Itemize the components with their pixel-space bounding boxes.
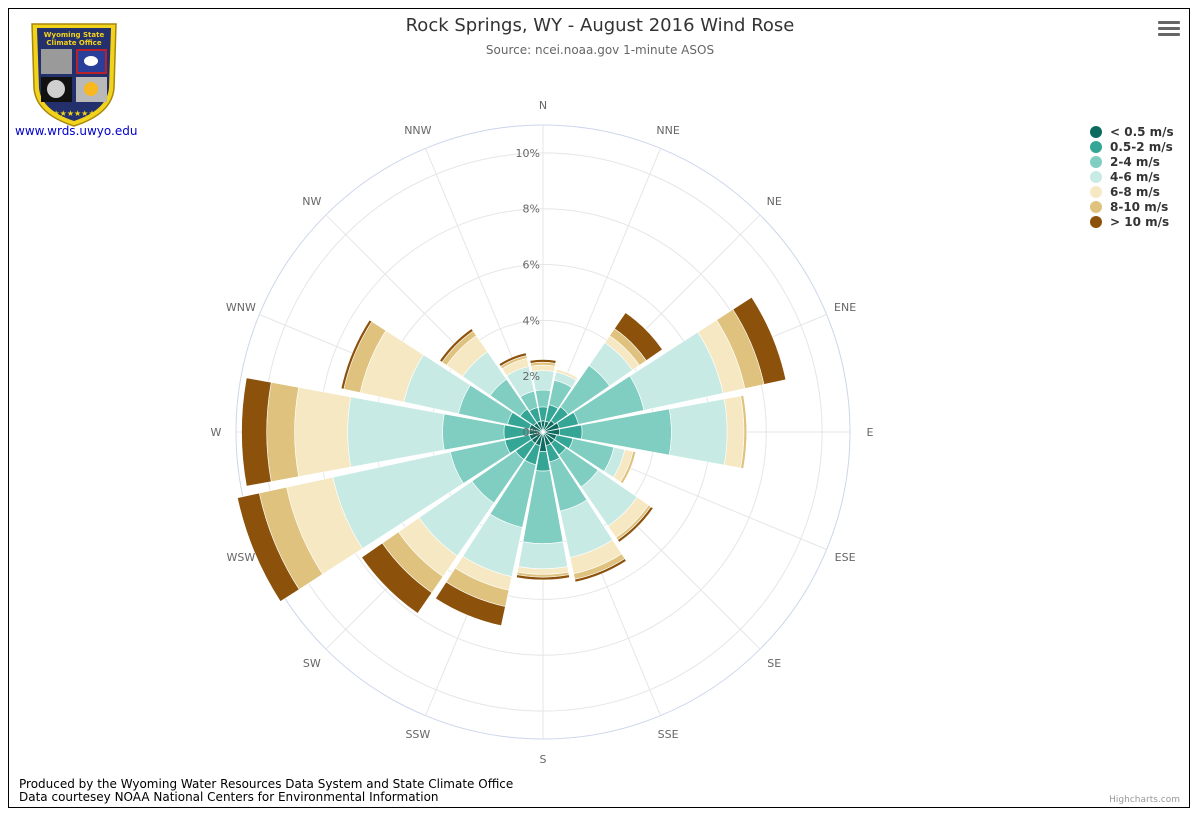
- bar-NW[interactable]: [439, 328, 474, 363]
- svg-text:Wyoming State: Wyoming State: [44, 31, 105, 39]
- legend-item[interactable]: 0.5-2 m/s: [1088, 139, 1174, 154]
- direction-label-W: W: [211, 426, 222, 439]
- legend-item[interactable]: < 0.5 m/s: [1088, 124, 1174, 139]
- direction-label-E: E: [867, 426, 874, 439]
- bar-E[interactable]: [668, 398, 728, 466]
- legend-swatch: [1090, 215, 1102, 228]
- bar-NNW[interactable]: [498, 352, 527, 367]
- legend-swatch: [1090, 140, 1102, 153]
- bar-E[interactable]: [723, 395, 745, 469]
- legend-swatch: [1090, 200, 1102, 213]
- bar-W[interactable]: [266, 382, 299, 482]
- legend-item[interactable]: 4-6 m/s: [1088, 169, 1174, 184]
- legend-label: 6-8 m/s: [1110, 184, 1160, 199]
- bar-NE[interactable]: [613, 312, 663, 362]
- svg-text:★★★★★★: ★★★★★★: [52, 109, 95, 118]
- bar-WNW[interactable]: [340, 319, 373, 390]
- chart-subtitle: Source: ncei.noaa.gov 1-minute ASOS: [485, 43, 715, 57]
- direction-label-NNW: NNW: [404, 124, 431, 137]
- polar-labels: 0% 2% 4% 6% 8% 10% N NNE NE ENE E ESE SE SSE S SSW SW WSW…: [211, 99, 874, 766]
- direction-label-NE: NE: [767, 195, 782, 208]
- chart-legend: < 0.5 m/s 0.5-2 m/s 2-4 m/s 4-6 m/s 6-8 m/s 8…: [1088, 124, 1174, 229]
- bar-E[interactable]: [740, 395, 747, 469]
- radial-tick-label: 2%: [523, 370, 540, 383]
- bar-SSW[interactable]: [435, 581, 506, 627]
- credits: Produced by the Wyoming Water Resources …: [19, 778, 513, 804]
- credits-line-1: Produced by the Wyoming Water Resources …: [19, 777, 514, 791]
- bar-ESE[interactable]: [619, 451, 637, 484]
- direction-label-N: N: [539, 99, 547, 112]
- legend-label: 0.5-2 m/s: [1110, 139, 1173, 154]
- bar-SW[interactable]: [361, 542, 433, 614]
- chart-title: Rock Springs, WY - August 2016 Wind Rose: [405, 15, 795, 36]
- legend-label: 8-10 m/s: [1110, 199, 1169, 214]
- bar-NNE[interactable]: [555, 368, 579, 381]
- legend-swatch: [1090, 125, 1102, 138]
- bar-W[interactable]: [241, 377, 272, 487]
- credits-line-2: Data courtesey NOAA National Centers for…: [19, 790, 439, 804]
- hamburger-icon[interactable]: [1158, 21, 1180, 39]
- site-link[interactable]: www.wrds.uwyo.edu: [15, 124, 138, 138]
- direction-label-NNE: NNE: [656, 124, 679, 137]
- bar-SE[interactable]: [617, 506, 654, 543]
- radial-tick-label: 0%: [523, 426, 540, 439]
- direction-label-ENE: ENE: [834, 301, 856, 314]
- radial-tick-label: 4%: [523, 314, 540, 327]
- radial-tick-label: 6%: [523, 259, 540, 272]
- radial-tick-label: 10%: [516, 147, 540, 160]
- svg-text:Climate Office: Climate Office: [46, 39, 101, 47]
- direction-label-NW: NW: [302, 195, 321, 208]
- bar-N[interactable]: [535, 389, 551, 408]
- direction-label-WSW: WSW: [227, 551, 256, 564]
- direction-label-SSW: SSW: [405, 728, 430, 741]
- bar-W[interactable]: [294, 387, 352, 477]
- legend-item[interactable]: 6-8 m/s: [1088, 184, 1174, 199]
- direction-label-SW: SW: [303, 657, 321, 670]
- bar-S[interactable]: [516, 574, 570, 581]
- wind-rose-bars: [237, 296, 787, 627]
- highcharts-credit[interactable]: Highcharts.com: [1109, 795, 1180, 805]
- legend-label: > 10 m/s: [1110, 214, 1170, 229]
- legend-item[interactable]: > 10 m/s: [1088, 214, 1174, 229]
- climate-office-logo: Wyoming State Climate Office ★★★★★★: [31, 23, 117, 127]
- bar-SSE[interactable]: [574, 558, 627, 583]
- direction-label-SE: SE: [767, 657, 781, 670]
- legend-swatch: [1090, 170, 1102, 183]
- legend-swatch: [1090, 155, 1102, 168]
- bar-ENE[interactable]: [732, 296, 787, 385]
- direction-label-ESE: ESE: [835, 551, 856, 564]
- legend-label: 2-4 m/s: [1110, 154, 1160, 169]
- legend-swatch: [1090, 185, 1102, 198]
- radial-tick-label: 8%: [523, 203, 540, 216]
- legend-item[interactable]: 8-10 m/s: [1088, 199, 1174, 214]
- direction-label-S: S: [540, 753, 547, 766]
- bar-S[interactable]: [518, 541, 568, 570]
- direction-label-SSE: SSE: [658, 728, 679, 741]
- bar-WSW[interactable]: [237, 492, 300, 602]
- legend-label: < 0.5 m/s: [1110, 124, 1174, 139]
- bar-N[interactable]: [529, 359, 557, 364]
- direction-label-WNW: WNW: [226, 301, 256, 314]
- legend-label: 4-6 m/s: [1110, 169, 1160, 184]
- legend-item[interactable]: 2-4 m/s: [1088, 154, 1174, 169]
